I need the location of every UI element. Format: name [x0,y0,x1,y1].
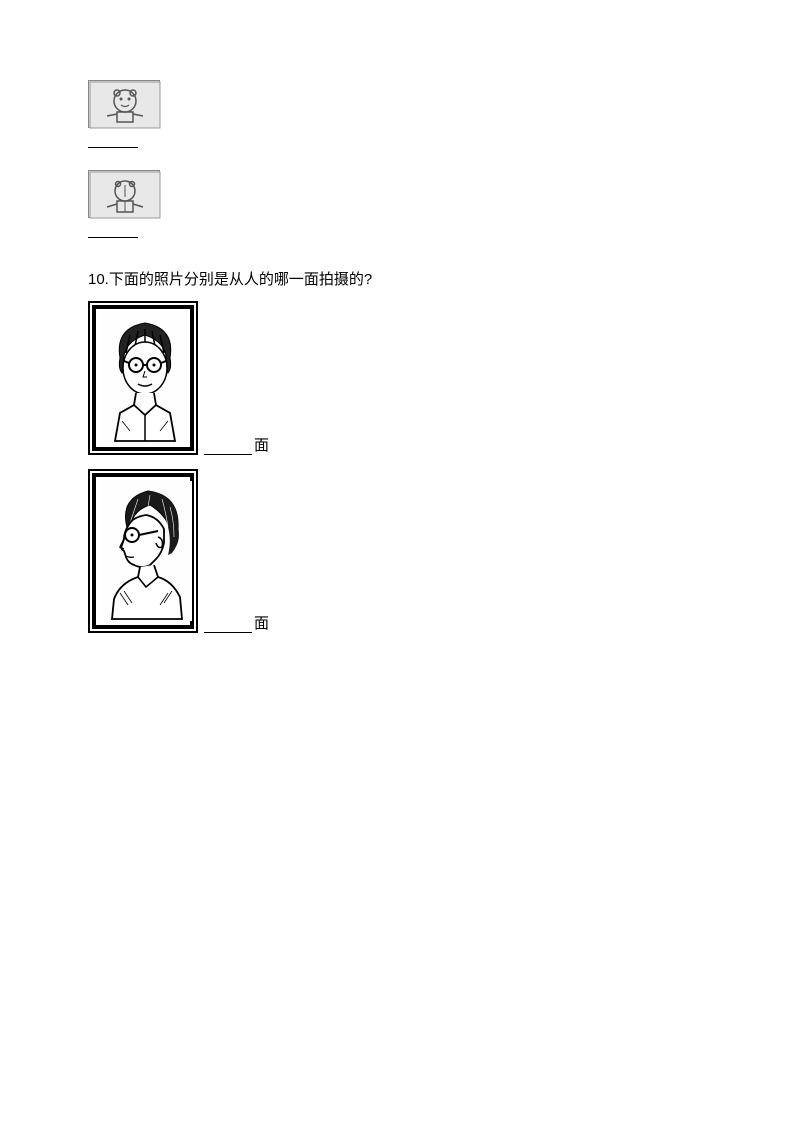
question-number: 10. [88,271,109,288]
suffix-1: 面 [254,434,269,455]
answer-blank-portrait-1[interactable] [204,441,252,455]
suffix-2: 面 [254,612,269,633]
cartoon-image-2 [88,170,160,218]
answer-blank-portrait-2[interactable] [204,619,252,633]
question-10-text: 10.下面的照片分别是从人的哪一面拍摄的? [88,268,712,289]
cartoon-image-1 [88,80,160,128]
portrait-row-2: 面 [88,469,712,633]
answer-blank-small-2[interactable] [88,224,138,238]
portrait-row-1: 面 [88,301,712,455]
question-body: 下面的照片分别是从人的哪一面拍摄的? [109,271,372,288]
portrait-frame-1 [88,301,198,455]
portrait-frame-2 [88,469,198,633]
answer-blank-small-1[interactable] [88,134,138,148]
